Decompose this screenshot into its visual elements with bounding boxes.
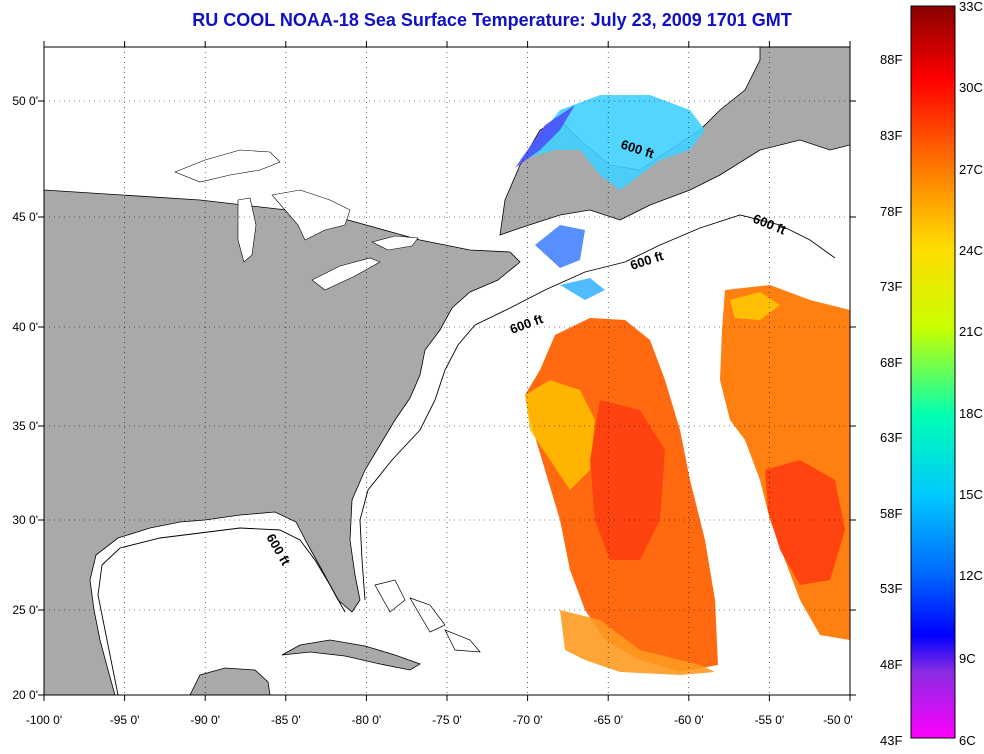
colorbar-f-label: 48F <box>880 657 902 672</box>
colorbar-c-label: 30C <box>959 80 983 95</box>
colorbar-c-label: 18C <box>959 406 983 421</box>
lon-label: -70 0' <box>513 713 543 727</box>
colorbar-f-label: 68F <box>880 355 902 370</box>
sst-patch-east-yellow <box>730 292 780 320</box>
sst-patch-st-lawrence-blue <box>515 105 575 168</box>
lake-michigan <box>237 197 257 263</box>
colorbar-celsius-labels: 33C 30C 27C 24C 21C 18C 15C 12C 9C 6C <box>959 0 983 748</box>
lat-label: 30 0' <box>12 513 38 527</box>
land-us-coast <box>44 189 521 695</box>
lake-superior <box>174 149 281 183</box>
sst-patch-south <box>560 610 715 675</box>
map-title: RU COOL NOAA-18 Sea Surface Temperature:… <box>192 10 792 30</box>
isobath-600ft-gulf <box>97 527 346 695</box>
sst-patch-georges <box>560 278 605 300</box>
lake-ontario <box>371 235 419 251</box>
colorbar <box>910 5 956 739</box>
sst-patch-east-red <box>765 460 845 585</box>
lon-label: -60 0' <box>674 713 704 727</box>
colorbar-fahrenheit-labels: 88F 83F 78F 73F 68F 63F 58F 53F 48F 43F <box>880 52 902 748</box>
lon-label: -55 0' <box>755 713 785 727</box>
colorbar-f-label: 73F <box>880 279 902 294</box>
sst-patch-gulf-maine <box>535 225 585 268</box>
sst-patch-west-yellow <box>525 380 595 490</box>
colorbar-c-label: 9C <box>959 651 976 666</box>
colorbar-c-label: 12C <box>959 568 983 583</box>
lon-label: -75 0' <box>432 713 462 727</box>
axis-ticks <box>38 41 856 701</box>
lake-huron <box>271 189 351 241</box>
colorbar-c-label: 33C <box>959 0 983 14</box>
lake-erie <box>311 257 381 291</box>
lat-label: 20 0' <box>12 688 38 702</box>
latitude-labels: 50 0' 45 0' 40 0' 35 0' 30 0' 25 0' 20 0… <box>12 94 38 702</box>
colorbar-c-label: 21C <box>959 324 983 339</box>
longitude-labels: -100 0' -95 0' -90 0' -85 0' -80 0' -75 … <box>26 713 853 727</box>
land-cuba <box>281 639 421 671</box>
graticule <box>44 47 850 695</box>
lon-label: -90 0' <box>190 713 220 727</box>
colorbar-f-label: 88F <box>880 52 902 67</box>
lon-label: -65 0' <box>593 713 623 727</box>
colorbar-c-label: 6C <box>959 733 976 748</box>
lon-label: -80 0' <box>352 713 382 727</box>
lat-label: 45 0' <box>12 210 38 224</box>
lon-label: -95 0' <box>110 713 140 727</box>
lat-label: 25 0' <box>12 603 38 617</box>
lat-label: 35 0' <box>12 419 38 433</box>
sst-patch-west-red <box>590 400 665 560</box>
lat-label: 50 0' <box>12 94 38 108</box>
colorbar-c-label: 27C <box>959 162 983 177</box>
land-yucatan <box>189 667 271 695</box>
colorbar-f-label: 43F <box>880 733 902 748</box>
lon-label: -50 0' <box>823 713 853 727</box>
isobath-600ft-atlantic <box>359 214 836 601</box>
colorbar-c-label: 15C <box>959 487 983 502</box>
colorbar-f-label: 53F <box>880 581 902 596</box>
bahamas-outlines <box>374 579 481 653</box>
lon-label: -100 0' <box>26 713 62 727</box>
lat-label: 40 0' <box>12 320 38 334</box>
land-north-america <box>44 47 850 236</box>
lon-label: -85 0' <box>271 713 301 727</box>
colorbar-f-label: 63F <box>880 430 902 445</box>
colorbar-f-label: 83F <box>880 128 902 143</box>
colorbar-f-label: 78F <box>880 204 902 219</box>
colorbar-c-label: 24C <box>959 243 983 258</box>
colorbar-f-label: 58F <box>880 506 902 521</box>
